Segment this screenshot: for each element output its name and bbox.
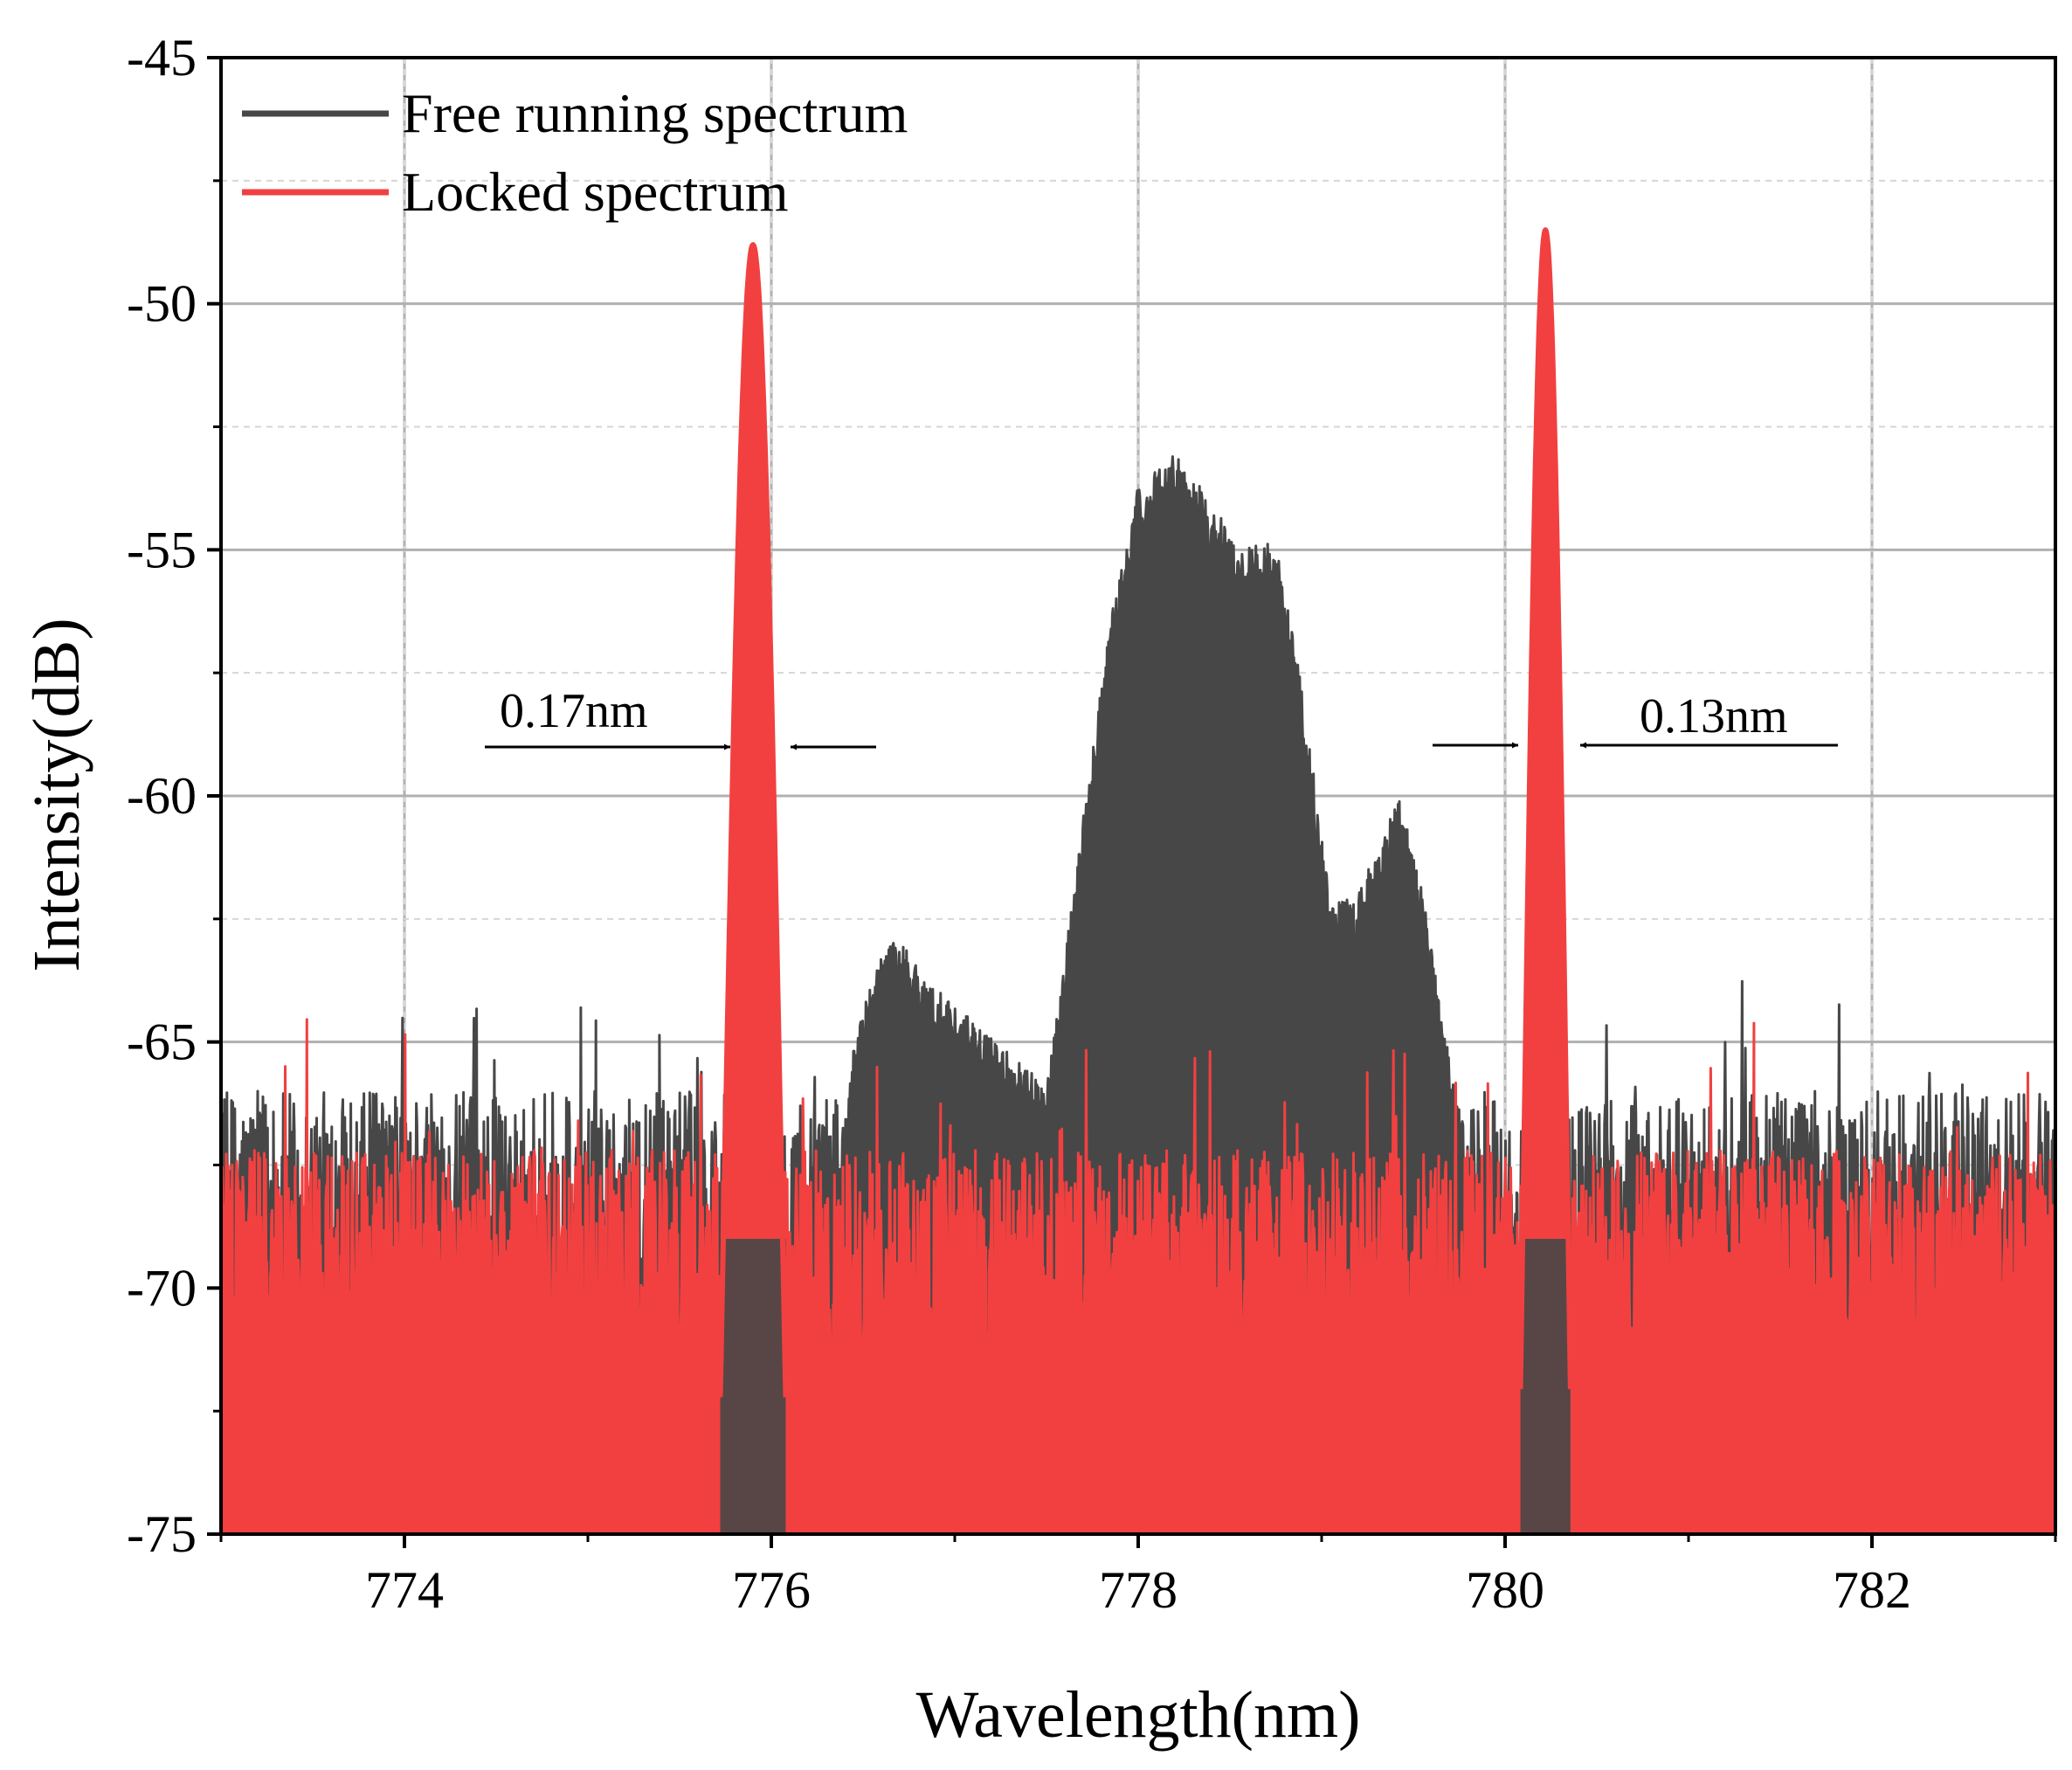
plot-area [221, 227, 2055, 1534]
linewidth-annotation-right: 0.13nm [1433, 689, 1838, 749]
y-tick-label: -50 [127, 275, 197, 333]
x-tick-label: 774 [365, 1561, 444, 1619]
linewidth-annotation-left: 0.17nm [485, 684, 876, 750]
series-locked [221, 228, 2055, 1534]
legend-label-free-running: Free running spectrum [402, 82, 908, 144]
y-tick-label: -75 [127, 1505, 197, 1563]
peak-base-gap [1520, 1239, 1571, 1534]
legend-label-locked: Locked spectrum [402, 161, 789, 223]
x-tick-label: 778 [1099, 1561, 1178, 1619]
y-tick-label: -45 [127, 29, 197, 86]
y-tick-label: -70 [127, 1259, 197, 1317]
y-tick-label: -55 [127, 521, 197, 578]
y-tick-label: -65 [127, 1013, 197, 1071]
x-tick-label: 782 [1833, 1561, 1911, 1619]
legend: Free running spectrum Locked spectrum [242, 82, 908, 223]
y-tick-label: -60 [127, 767, 197, 825]
x-tick-label: 776 [732, 1561, 811, 1619]
linewidth-label-right: 0.13nm [1640, 689, 1788, 743]
linewidth-label-left: 0.17nm [500, 684, 648, 738]
locked-peak-line [1517, 227, 1573, 1390]
locked-peak-line [717, 242, 789, 1398]
peak-base-gap [720, 1239, 786, 1534]
y-axis-title: Intensity(dB) [20, 618, 93, 971]
axis-ticks: 774 776 778 780 782 -75 -70 -65 -60 -55 -50 -45 [127, 29, 2057, 1619]
x-tick-label: 780 [1466, 1561, 1544, 1619]
x-axis-title: Wavelength(nm) [916, 1678, 1361, 1752]
